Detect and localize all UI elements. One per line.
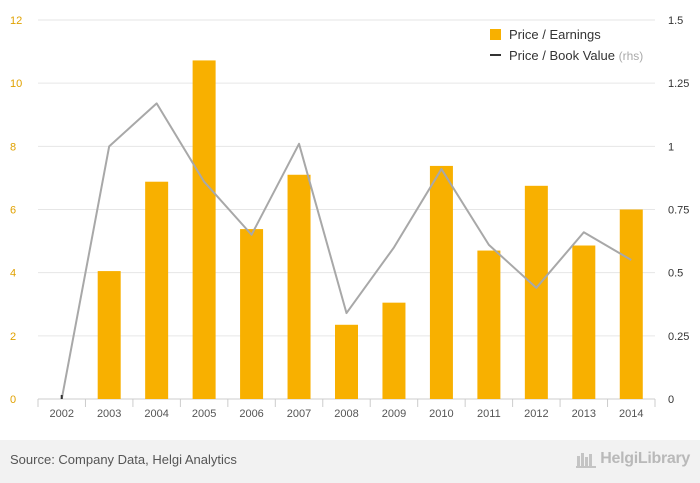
x-tick-label: 2010 <box>429 408 453 420</box>
left-tick-label: 12 <box>10 15 22 27</box>
right-tick-label: 1 <box>668 141 674 153</box>
footer: Source: Company Data, Helgi Analytics He… <box>0 440 700 483</box>
left-tick-label: 0 <box>10 394 16 406</box>
brand-logo: HelgiLibrary <box>576 450 690 468</box>
x-tick-label: 2014 <box>619 408 643 420</box>
left-tick-label: 4 <box>10 268 16 280</box>
bar-price-earnings <box>145 181 169 399</box>
x-tick-label: 2003 <box>97 408 121 420</box>
bar-price-earnings <box>477 250 501 399</box>
bar-price-earnings <box>382 302 406 399</box>
x-tick-label: 2005 <box>192 408 216 420</box>
source-note: Source: Company Data, Helgi Analytics <box>10 452 237 467</box>
x-tick-label: 2011 <box>477 408 501 420</box>
brand-name: HelgiLibrary <box>600 450 690 467</box>
x-tick-label: 2004 <box>144 408 168 420</box>
left-tick-label: 8 <box>10 141 16 153</box>
x-tick-label: 2007 <box>287 408 311 420</box>
right-tick-label: 0.75 <box>668 205 689 217</box>
left-tick-label: 6 <box>10 205 16 217</box>
bar-price-earnings <box>572 245 596 399</box>
legend-swatch-price-earnings <box>490 29 501 40</box>
library-icon <box>576 453 597 468</box>
legend-label-price-earnings: Price / Earnings <box>509 27 601 42</box>
x-tick-label: 2002 <box>49 408 73 420</box>
x-tick-label: 2013 <box>572 408 596 420</box>
bar-price-earnings <box>335 324 358 399</box>
chart-svg: 0 2 4 6 8 10 12 0 0.25 0.5 0.75 1 1.25 1.5 2002 2003 200… <box>10 15 689 420</box>
bar-price-earnings <box>287 174 311 399</box>
chart: 0 2 4 6 8 10 12 0 0.25 0.5 0.75 1 1.25 1.5 2002 2003 200… <box>10 15 689 420</box>
bar-price-earnings <box>429 165 453 399</box>
right-tick-label: 0.5 <box>668 268 683 280</box>
right-tick-label: 1.25 <box>668 78 689 90</box>
bar-price-earnings <box>240 229 264 399</box>
bar-price-earnings <box>192 60 216 399</box>
x-tick-label: 2008 <box>334 408 358 420</box>
legend-rhs-note: (rhs) <box>619 49 644 63</box>
right-tick-label: 1.5 <box>668 15 683 27</box>
legend-label-price-book-value: Price / Book Value (rhs) <box>509 48 643 63</box>
bar-price-earnings <box>619 209 643 399</box>
x-tick-label: 2012 <box>524 408 548 420</box>
bar-price-earnings <box>524 185 548 399</box>
x-tick-label: 2009 <box>382 408 406 420</box>
right-tick-label: 0 <box>668 394 674 406</box>
left-tick-label: 2 <box>10 331 16 343</box>
bar-price-earnings <box>97 271 121 399</box>
right-tick-label: 0.25 <box>668 331 689 343</box>
left-tick-label: 10 <box>10 78 22 90</box>
x-tick-label: 2006 <box>239 408 263 420</box>
